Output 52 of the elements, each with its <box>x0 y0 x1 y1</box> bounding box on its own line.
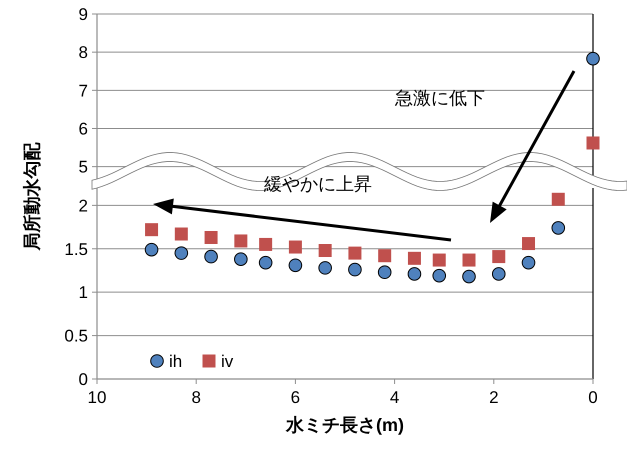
point <box>318 261 332 275</box>
y-tick-label: 2 <box>78 196 88 216</box>
point <box>552 192 565 206</box>
point <box>378 265 392 280</box>
point <box>522 237 536 250</box>
x-tick-label: 0 <box>588 388 598 407</box>
point <box>432 254 446 267</box>
point <box>432 268 446 282</box>
point <box>408 252 421 265</box>
point <box>288 240 302 254</box>
point <box>551 221 566 235</box>
point <box>174 228 188 241</box>
x-tick-label: 2 <box>489 388 499 407</box>
point <box>318 244 332 258</box>
y-axis-title: 局所動水勾配 <box>22 142 42 252</box>
point <box>492 267 506 281</box>
y-tick-label: 8 <box>78 43 88 62</box>
point <box>522 256 536 270</box>
point <box>174 246 188 260</box>
point <box>204 230 218 244</box>
y-tick-label: 9 <box>78 5 88 24</box>
y-tick-label: 0 <box>78 370 88 389</box>
point <box>145 223 158 236</box>
y-tick-label: 1.5 <box>64 240 88 259</box>
y-tick-label: 7 <box>78 81 88 100</box>
legend-label: iv <box>221 352 234 371</box>
y-tick-label: 6 <box>78 119 88 138</box>
x-tick-label: 6 <box>290 388 300 407</box>
point <box>288 258 302 272</box>
point <box>234 234 248 248</box>
point <box>258 256 272 270</box>
point <box>348 262 362 276</box>
point <box>408 267 422 281</box>
point <box>234 252 248 266</box>
point <box>144 242 158 256</box>
x-tick-label: 4 <box>390 388 400 407</box>
x-tick-label: 8 <box>191 388 201 407</box>
point <box>348 246 362 260</box>
y-tick-label: 0.5 <box>64 326 88 346</box>
point <box>378 249 392 262</box>
x-axis-title: 水ミチ長さ(m) <box>285 415 404 435</box>
y-tick-label: 5 <box>78 158 88 177</box>
point <box>462 254 476 267</box>
annotation: 緩やかに上昇 <box>263 174 372 194</box>
point <box>204 250 218 264</box>
legend-label: ih <box>169 352 182 371</box>
y-tick-label: 1 <box>78 283 88 302</box>
x-tick-label: 10 <box>88 388 106 407</box>
annotation: 急激に低下 <box>394 88 485 108</box>
point <box>492 250 506 264</box>
point <box>259 238 272 251</box>
point <box>462 270 476 284</box>
